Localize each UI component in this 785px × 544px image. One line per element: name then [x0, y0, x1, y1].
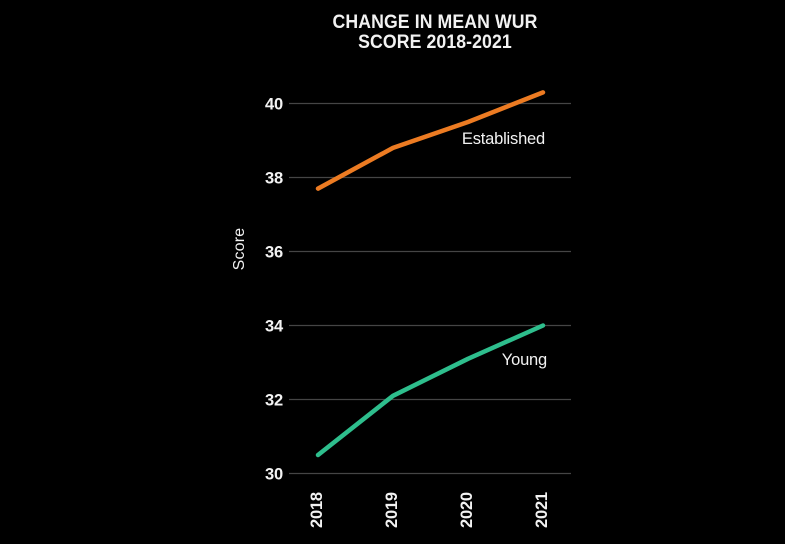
- x-tick-label-2020: 2020: [458, 492, 476, 528]
- y-tick-label-40: 40: [265, 96, 283, 114]
- series-line-young: [315, 323, 546, 458]
- y-tick-label-30: 30: [265, 466, 283, 484]
- series-layer: [315, 90, 546, 458]
- x-axis-layer: 2018 2019 2020 2021: [308, 492, 551, 528]
- y-tick-label-34: 34: [265, 318, 284, 336]
- x-tick-label-2019: 2019: [383, 492, 401, 528]
- x-tick-label-2018: 2018: [308, 492, 326, 528]
- series-label-young: Young: [502, 351, 547, 369]
- x-tick-label-2021: 2021: [533, 492, 551, 528]
- y-tick-label-38: 38: [265, 170, 283, 188]
- series-line-established: [315, 90, 546, 191]
- chart-title: CHANGE IN MEAN WUR SCORE 2018-2021: [296, 13, 575, 53]
- grid-layer: 30 32 34 36 38 40: [265, 96, 571, 484]
- chart-title-line2: SCORE 2018-2021: [358, 32, 512, 53]
- series-label-established: Established: [462, 130, 545, 148]
- y-axis-title: Score: [231, 228, 248, 271]
- y-tick-label-32: 32: [265, 392, 283, 410]
- chart-title-line1: CHANGE IN MEAN WUR: [332, 12, 538, 33]
- y-tick-label-36: 36: [265, 244, 283, 262]
